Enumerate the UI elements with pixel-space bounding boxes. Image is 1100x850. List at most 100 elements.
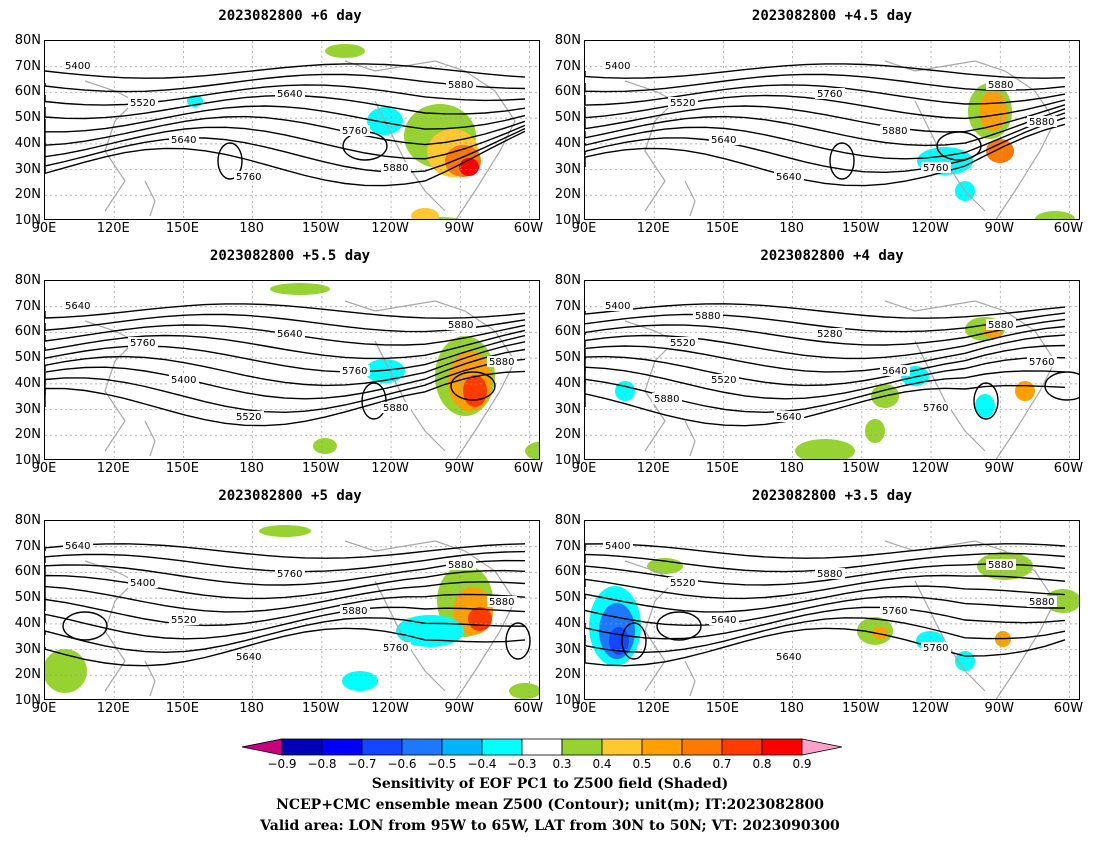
lat-label: 80N [554, 513, 581, 528]
lon-label: 90W [444, 221, 474, 236]
contour-label: 5880 [342, 606, 367, 617]
lat-label: 80N [14, 33, 41, 48]
contour-label: 5520 [670, 578, 695, 589]
contour-label: 5280 [817, 329, 842, 340]
colorbar-tick-label: −0.3 [507, 757, 537, 771]
map-panel-6: 5400 5520 5640 5640 5880 5760 5760 5880 5880 [584, 520, 1080, 700]
colorbar-tick-label: −0.9 [267, 757, 297, 771]
contour-label: 5760 [236, 172, 261, 183]
lat-label: 50N [14, 350, 41, 366]
contour-label: 5640 [711, 615, 736, 626]
lat-label: 10N [554, 693, 581, 708]
panel-title-6: 2023082800 +3.5 day [751, 488, 913, 504]
lon-label: 120W [911, 701, 949, 716]
lon-label: 120W [371, 461, 409, 476]
contour-label: 5520 [670, 98, 695, 109]
contour-label: 5880 [383, 163, 408, 174]
lon-label: 180 [239, 221, 265, 236]
lon-label: 90W [444, 701, 474, 716]
contour-label: 5760 [277, 569, 302, 580]
lon-label: 150E [165, 221, 199, 236]
lon-label: 120E [96, 221, 130, 236]
lon-label: 90E [31, 221, 57, 236]
lat-label: 20N [14, 187, 41, 203]
lat-label: 70N [554, 58, 581, 74]
lon-label: 90E [571, 701, 597, 716]
panel-title-1: 2023082800 +6 day [218, 8, 362, 24]
lat-label: 30N [554, 641, 581, 657]
lat-label: 50N [554, 350, 581, 366]
lon-label: 90W [444, 461, 474, 476]
lon-label: 150E [705, 701, 739, 716]
colorbar-tick-label: −0.4 [467, 757, 497, 771]
lat-label: 40N [14, 375, 41, 391]
lat-label: 80N [554, 33, 581, 48]
lat-label: 70N [554, 298, 581, 314]
contour-label: 5760 [383, 643, 408, 654]
contour-label: 5880 [448, 320, 473, 331]
contour-label: 5640 [171, 135, 196, 146]
contour-label: 5640 [776, 412, 801, 423]
contour-label: 5640 [65, 301, 90, 312]
contour-label: 5760 [130, 338, 155, 349]
lat-label: 70N [14, 538, 41, 554]
map-panel-1: 5400 5520 5640 5760 5640 5760 5880 5880 [44, 40, 540, 220]
lon-label: 90E [571, 221, 597, 236]
colorbar-tick-label: −0.5 [427, 757, 457, 771]
lat-label: 50N [554, 110, 581, 126]
lon-label: 60W [513, 701, 544, 716]
lat-label: 20N [554, 667, 581, 683]
lon-label: 150W [301, 701, 340, 716]
lat-label: 60N [554, 564, 581, 580]
lat-label: 10N [14, 693, 41, 708]
lon-label: 150W [841, 221, 880, 236]
lat-label: 40N [14, 615, 41, 631]
contour-label: 5760 [923, 643, 948, 654]
caption-line-3: Valid area: LON from 95W to 65W, LAT fro… [260, 818, 840, 834]
contour-label: 5760 [923, 403, 948, 414]
lat-label: 10N [14, 213, 41, 228]
lon-label: 150E [165, 701, 199, 716]
lon-label: 180 [779, 221, 805, 236]
lon-label: 120E [96, 461, 130, 476]
sensitivity-shading [187, 44, 481, 219]
lat-label: 40N [554, 135, 581, 151]
map-panel-3: 5640 5760 5400 5520 5640 5760 5880 5880 5880 [44, 280, 540, 460]
lat-label: 60N [14, 564, 41, 580]
contour-label: 5880 [988, 560, 1013, 571]
lon-label: 60W [513, 221, 544, 236]
lon-label: 90W [984, 461, 1014, 476]
colorbar-tick-label: −0.6 [387, 757, 417, 771]
colorbar-tick-label: 0.7 [712, 757, 732, 771]
contour-label: 5880 [817, 569, 842, 580]
lon-label: 120E [636, 221, 670, 236]
contour-label: 5640 [236, 652, 261, 663]
lon-label: 150W [841, 701, 880, 716]
contour-label: 5400 [171, 375, 196, 386]
contour-label: 5760 [923, 163, 948, 174]
contour-label: 5880 [383, 403, 408, 414]
contour-label: 5520 [236, 412, 261, 423]
lon-label: 90E [31, 701, 57, 716]
contour-label: 5760 [1029, 357, 1054, 368]
contour-label: 5520 [130, 98, 155, 109]
contour-label: 5520 [171, 615, 196, 626]
lon-label: 150E [705, 461, 739, 476]
map-panel-4: 5400 5520 5520 5640 5280 5640 5760 5880 5760 5880… [584, 280, 1080, 460]
lat-label: 40N [554, 375, 581, 391]
contour-label: 5640 [277, 89, 302, 100]
lat-label: 60N [554, 84, 581, 100]
colorbar-tick-label: 0.9 [792, 757, 812, 771]
colorbar [241, 738, 843, 756]
lon-label: 60W [1053, 221, 1084, 236]
lon-label: 120W [371, 221, 409, 236]
lat-label: 60N [14, 84, 41, 100]
caption-line-2: NCEP+CMC ensemble mean Z500 (Contour); u… [276, 797, 824, 813]
lon-label: 60W [1053, 701, 1084, 716]
contour-label: 5640 [65, 541, 90, 552]
contour-label: 5640 [711, 135, 736, 146]
colorbar-tick-label: 0.6 [672, 757, 692, 771]
contour-label: 5880 [448, 560, 473, 571]
contour-label: 5880 [882, 126, 907, 137]
lon-label: 150W [301, 221, 340, 236]
